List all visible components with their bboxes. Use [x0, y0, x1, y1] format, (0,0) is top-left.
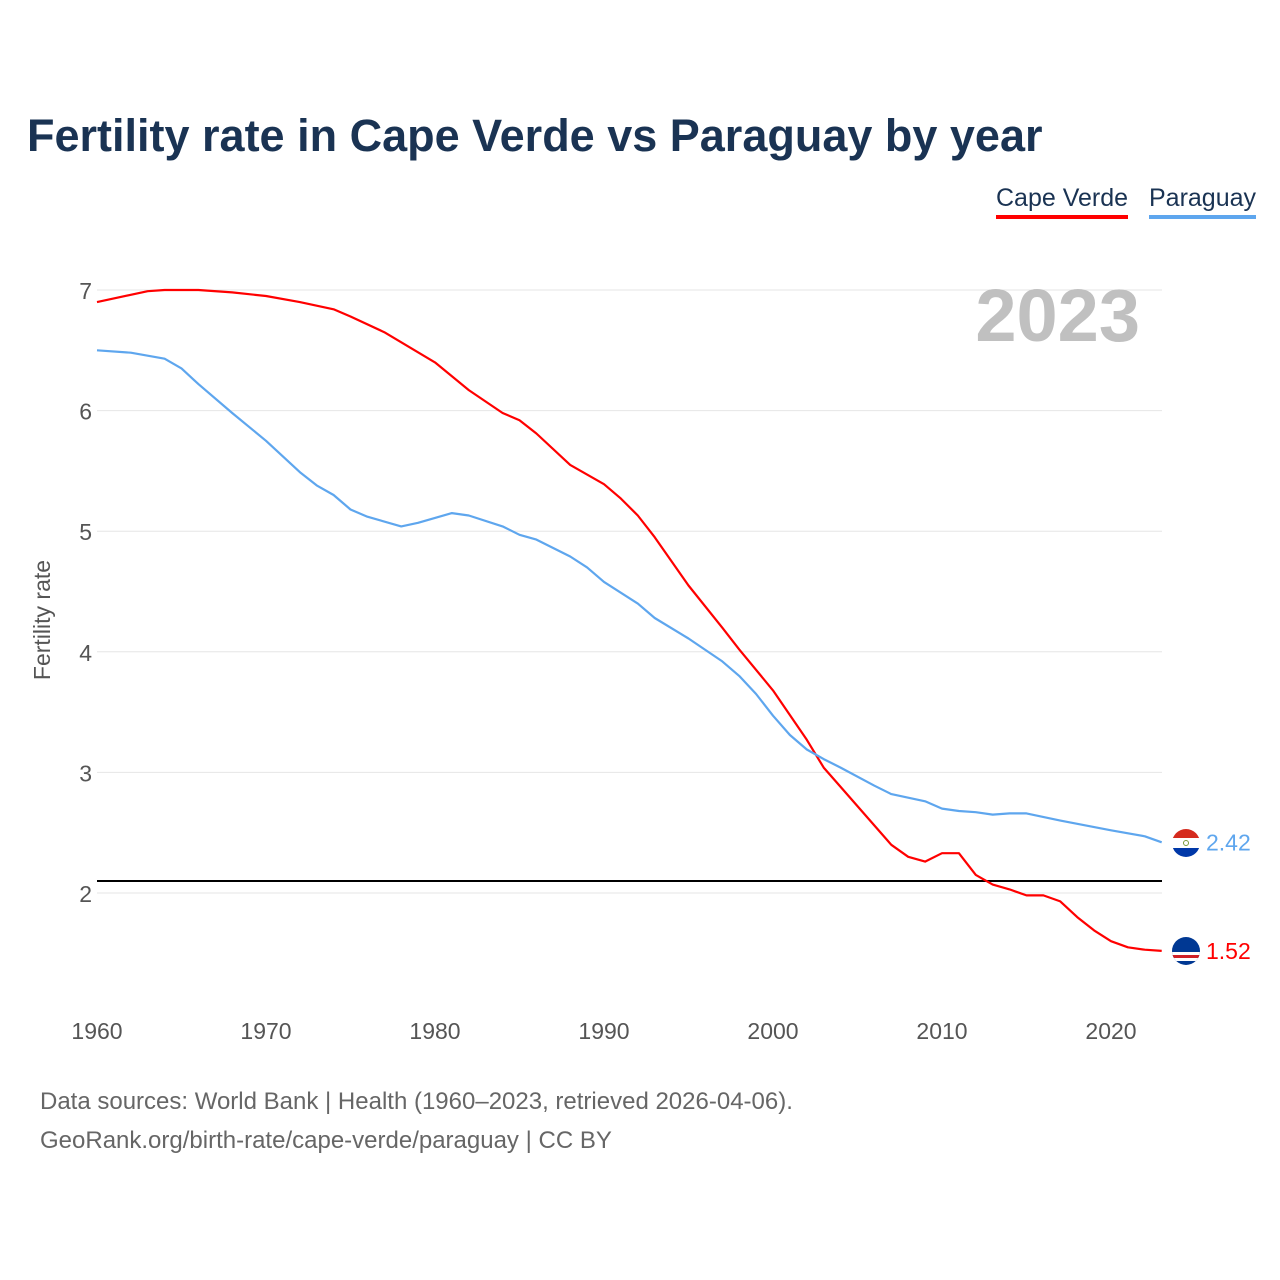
x-tick-label: 1960 — [71, 1018, 122, 1044]
y-tick-label: 5 — [79, 519, 92, 545]
x-tick-label: 1970 — [240, 1018, 291, 1044]
footer-credit[interactable]: GeoRank.org/birth-rate/cape-verde/paragu… — [40, 1127, 612, 1154]
x-tick-label: 2020 — [1085, 1018, 1136, 1044]
footer-sources: Data sources: World Bank | Health (1960–… — [40, 1088, 793, 1115]
x-tick-label: 2010 — [916, 1018, 967, 1044]
cape-verde-flag-icon — [1172, 937, 1200, 965]
y-tick-label: 7 — [79, 278, 92, 304]
end-value-label: 1.52 — [1206, 938, 1251, 964]
y-tick-label: 3 — [79, 760, 92, 786]
x-tick-label: 2000 — [747, 1018, 798, 1044]
chart-title: Fertility rate in Cape Verde vs Paraguay… — [27, 110, 1043, 161]
legend-item-cape-verde[interactable]: Cape Verde — [996, 184, 1129, 219]
series-line-cape-verde — [96, 288, 1162, 952]
x-tick-label: 1990 — [578, 1018, 629, 1044]
year-label: 2023 — [975, 274, 1140, 357]
legend-item-paraguay[interactable]: Paraguay — [1149, 184, 1257, 219]
y-tick-label: 6 — [79, 399, 92, 425]
x-tick-label: 1980 — [409, 1018, 460, 1044]
end-value-label: 2.42 — [1206, 829, 1251, 855]
y-tick-label: 2 — [79, 881, 92, 907]
series-line-paraguay — [96, 349, 1163, 844]
y-axis-label: Fertility rate — [29, 560, 55, 680]
paraguay-flag-icon — [1172, 829, 1200, 857]
y-tick-label: 4 — [79, 640, 92, 666]
